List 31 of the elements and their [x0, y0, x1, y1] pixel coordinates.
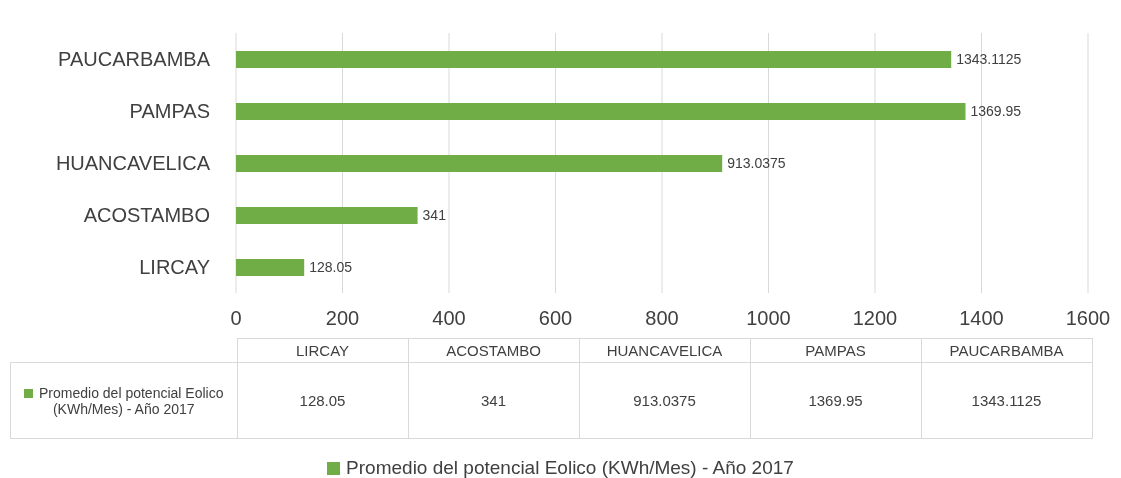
x-tick-label: 0	[230, 307, 242, 330]
text: 341	[408, 362, 579, 439]
data-label: 341	[422, 207, 447, 224]
category-label: PAMPAS	[805, 342, 866, 359]
data-label: 1343.1125	[956, 51, 1022, 68]
data-label: 1369.95	[970, 103, 1022, 120]
category-label: PAUCARBAMBA	[949, 342, 1064, 359]
category-label: LIRCAY	[295, 342, 350, 359]
x-tick-label: 200	[325, 307, 360, 330]
text: 913.0375	[579, 362, 750, 439]
text: Promedio del potencial Eolico (KWh/Mes) - Año 2017	[346, 457, 794, 478]
data-label: 913.0375	[727, 155, 786, 172]
y-tick-label: ACOSTAMBO	[83, 204, 210, 227]
y-tick-label: PAMPAS	[129, 100, 210, 123]
y-tick-label: LIRCAY	[139, 256, 210, 279]
text: 1343.1125	[921, 362, 1092, 439]
text: 1369.95	[750, 362, 921, 439]
x-tick-label: 1000	[746, 307, 791, 330]
text: 128.05	[237, 362, 408, 439]
legend-label: Promedio del potencial Eolico (KWh/Mes) - Año 2017	[10, 362, 237, 439]
x-tick-label: 400	[432, 307, 466, 330]
y-tick-label: PAUCARBAMBA	[58, 48, 211, 71]
x-tick-label: 1400	[959, 307, 1004, 330]
x-tick-label: 1600	[1065, 307, 1111, 330]
category-label: HUANCAVELICA	[606, 342, 723, 359]
x-tick-label: 1200	[852, 307, 898, 330]
category-label: ACOSTAMBO	[446, 342, 541, 359]
data-label: 128.05	[309, 259, 353, 276]
y-tick-label: HUANCAVELICA	[55, 152, 211, 175]
x-tick-label: 800	[645, 307, 679, 330]
x-tick-label: 600	[538, 307, 573, 330]
